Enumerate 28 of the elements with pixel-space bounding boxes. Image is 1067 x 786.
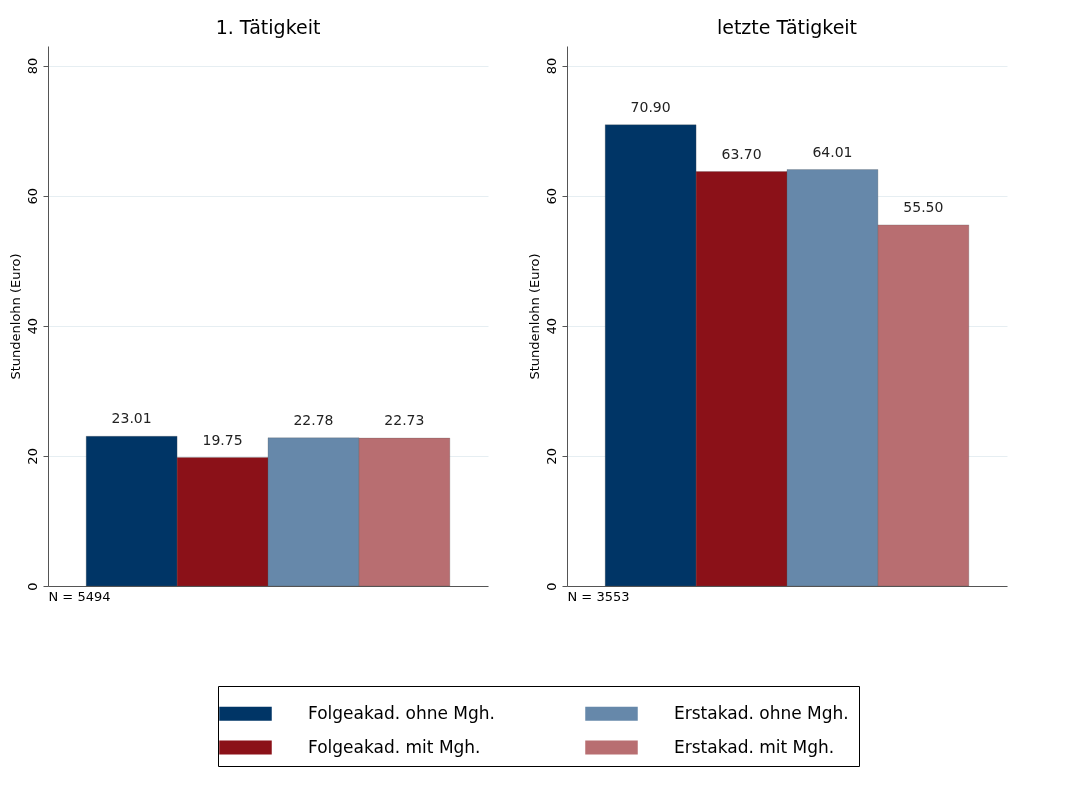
chart-title: 1. Tätigkeit (215, 16, 321, 38)
data-label: 63.70 (721, 145, 762, 162)
y-tick-label: 60 (24, 187, 40, 205)
y-tick-label: 40 (24, 317, 40, 335)
legend-label: Erstakad. mit Mgh. (674, 736, 835, 757)
y-tick-label: 0 (24, 582, 40, 591)
data-label: 23.01 (111, 410, 152, 427)
data-label: 70.90 (630, 98, 671, 115)
legend-label: Erstakad. ohne Mgh. (674, 702, 849, 723)
y-tick-label: 20 (24, 448, 40, 465)
text: N = 5494 (48, 588, 111, 604)
y-tick-label: 60 (543, 187, 559, 205)
data-label: 22.73 (384, 412, 425, 429)
legend-label: Folgeakad. mit Mgh. (308, 736, 481, 757)
y-tick-label: 40 (543, 317, 559, 335)
data-label: 22.78 (293, 411, 334, 428)
legend-label: Folgeakad. ohne Mgh. (308, 702, 495, 723)
data-label: 64.01 (812, 143, 853, 160)
y-tick-label: 20 (543, 448, 559, 465)
text: N = 3553 (567, 588, 630, 604)
y-tick-label: 80 (24, 57, 40, 75)
chart-title: letzte Tätigkeit (716, 16, 858, 38)
y-tick-label: 80 (543, 57, 559, 75)
data-label: 19.75 (202, 431, 243, 448)
y-tick-label: 0 (543, 582, 559, 591)
data-label: 55.50 (903, 198, 944, 215)
y-axis-title: Stundenlohn (Euro) (7, 253, 23, 380)
y-axis-title: Stundenlohn (Euro) (526, 253, 542, 380)
